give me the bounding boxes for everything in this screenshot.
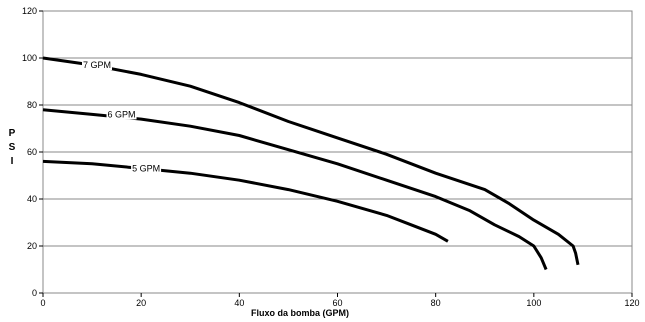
series-label-background	[81, 60, 112, 71]
series-label-background	[131, 163, 162, 174]
y-tick-labels: 0 20 40 60 80 100 120	[22, 6, 43, 298]
x-axis-label: Fluxo da bomba (GPM)	[251, 308, 349, 318]
y-tick-label: 100	[22, 53, 37, 63]
series-lines	[42, 56, 580, 271]
x-tick-label: 80	[431, 298, 441, 308]
y-tick-label: 120	[22, 6, 37, 16]
x-tick-label: 60	[332, 298, 342, 308]
y-axis-label-letter: I	[11, 156, 14, 167]
x-tick-label: 100	[526, 298, 541, 308]
series-line	[42, 108, 548, 271]
series-label: 5 GPM	[132, 163, 160, 173]
gridlines	[43, 10, 632, 294]
y-tick-label: 80	[27, 100, 37, 110]
x-tick-label: 20	[136, 298, 146, 308]
series-labels: 7 GPM 6 GPM 5 GPM	[81, 60, 162, 174]
series-line	[42, 56, 580, 266]
series-label: 6 GPM	[108, 109, 136, 119]
y-tick-label: 60	[27, 147, 37, 157]
y-axis-label-letter: S	[9, 142, 16, 153]
series-label: 7 GPM	[83, 60, 111, 70]
y-tick-label: 40	[27, 194, 37, 204]
series-label-background	[106, 109, 137, 120]
y-tick-label: 20	[27, 241, 37, 251]
series-line	[42, 159, 449, 243]
y-tick-label: 0	[32, 288, 37, 298]
y-axis-label-letter: P	[9, 128, 16, 139]
x-tick-label: 120	[624, 298, 639, 308]
x-tick-labels: 0 20 40 60 80 100 120	[40, 293, 640, 308]
x-tick-label: 40	[234, 298, 244, 308]
x-tick-label: 0	[40, 298, 45, 308]
